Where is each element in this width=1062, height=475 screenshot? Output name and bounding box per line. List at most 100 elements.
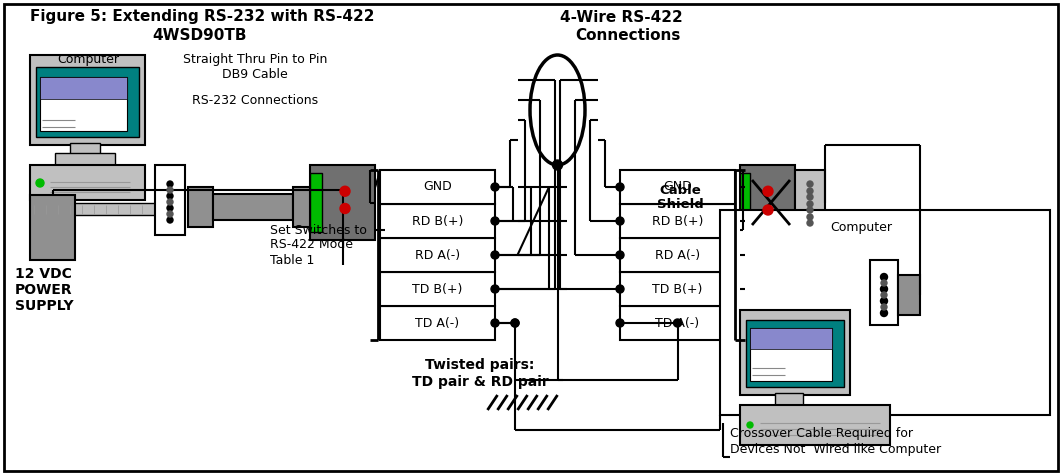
Bar xyxy=(775,393,803,405)
Text: 4WSD90TB: 4WSD90TB xyxy=(153,28,247,42)
Circle shape xyxy=(616,183,624,191)
Bar xyxy=(740,310,850,395)
Circle shape xyxy=(880,285,888,293)
Bar xyxy=(188,187,213,227)
Circle shape xyxy=(491,285,499,293)
Text: RD B(+): RD B(+) xyxy=(652,215,703,228)
Bar xyxy=(750,328,832,349)
Bar xyxy=(740,173,750,232)
Bar xyxy=(155,165,185,235)
Bar xyxy=(310,165,375,240)
Bar xyxy=(293,187,318,227)
Circle shape xyxy=(491,183,499,191)
Bar xyxy=(740,405,890,445)
Bar xyxy=(30,55,145,145)
Circle shape xyxy=(807,194,813,200)
Circle shape xyxy=(881,280,887,286)
Bar xyxy=(36,67,139,137)
Bar xyxy=(740,165,795,240)
Circle shape xyxy=(552,160,563,170)
Bar xyxy=(70,143,100,155)
Bar xyxy=(620,306,735,340)
Text: Cable: Cable xyxy=(660,183,701,197)
Circle shape xyxy=(491,251,499,259)
Circle shape xyxy=(491,319,499,327)
Text: 4-Wire RS-422: 4-Wire RS-422 xyxy=(560,10,683,25)
Text: GND: GND xyxy=(663,180,691,193)
Bar xyxy=(380,204,495,238)
Circle shape xyxy=(167,181,173,187)
Circle shape xyxy=(763,205,773,215)
Circle shape xyxy=(807,214,813,220)
Circle shape xyxy=(807,188,813,194)
Text: RD A(-): RD A(-) xyxy=(415,248,460,262)
Bar xyxy=(380,306,495,340)
Circle shape xyxy=(881,304,887,310)
Bar xyxy=(40,77,127,99)
Circle shape xyxy=(881,292,887,298)
Circle shape xyxy=(167,217,173,223)
Circle shape xyxy=(167,205,173,211)
Text: TD B(+): TD B(+) xyxy=(412,283,463,295)
Circle shape xyxy=(807,207,813,213)
Text: Computer: Computer xyxy=(830,221,892,235)
Bar xyxy=(620,204,735,238)
Circle shape xyxy=(880,274,888,281)
Text: TD A(-): TD A(-) xyxy=(655,316,700,330)
Bar xyxy=(30,203,160,215)
Circle shape xyxy=(167,193,173,199)
Circle shape xyxy=(673,319,682,327)
Circle shape xyxy=(491,217,499,225)
Circle shape xyxy=(747,422,753,428)
Circle shape xyxy=(36,179,44,187)
Text: Straight Thru Pin to Pin: Straight Thru Pin to Pin xyxy=(183,54,327,67)
Circle shape xyxy=(167,187,173,193)
Text: RD A(-): RD A(-) xyxy=(655,248,700,262)
Text: Devices Not  Wired like Computer: Devices Not Wired like Computer xyxy=(730,444,941,456)
Bar xyxy=(750,328,832,381)
Bar xyxy=(380,272,495,306)
Circle shape xyxy=(880,310,888,316)
Bar xyxy=(898,275,920,315)
Bar xyxy=(55,153,115,165)
Bar xyxy=(380,238,495,272)
Bar xyxy=(380,170,495,204)
Circle shape xyxy=(511,319,519,327)
Circle shape xyxy=(763,186,773,196)
Text: TD A(-): TD A(-) xyxy=(415,316,460,330)
Circle shape xyxy=(807,201,813,207)
Text: Figure 5: Extending RS-232 with RS-422: Figure 5: Extending RS-232 with RS-422 xyxy=(30,10,375,25)
Bar xyxy=(746,320,844,387)
Bar xyxy=(795,170,825,235)
Text: Set Switches to
RS-422 Mode
Table 1: Set Switches to RS-422 Mode Table 1 xyxy=(270,224,366,266)
Circle shape xyxy=(167,211,173,217)
Circle shape xyxy=(167,199,173,205)
Text: Computer: Computer xyxy=(57,54,119,67)
Bar xyxy=(30,165,145,200)
Circle shape xyxy=(616,251,624,259)
Circle shape xyxy=(616,217,624,225)
Bar xyxy=(30,195,75,260)
Circle shape xyxy=(616,319,624,327)
Bar xyxy=(310,173,322,232)
Bar xyxy=(870,260,898,325)
Text: 12 VDC
POWER
SUPPLY: 12 VDC POWER SUPPLY xyxy=(15,267,73,313)
Circle shape xyxy=(807,220,813,226)
Text: TD B(+): TD B(+) xyxy=(652,283,703,295)
Circle shape xyxy=(880,297,888,304)
Circle shape xyxy=(511,319,519,327)
Bar xyxy=(213,194,293,220)
Bar xyxy=(620,238,735,272)
Bar xyxy=(620,170,735,204)
Circle shape xyxy=(807,181,813,187)
Bar xyxy=(620,272,735,306)
Bar xyxy=(720,210,1050,415)
Bar xyxy=(40,77,127,131)
Text: DB9 Cable: DB9 Cable xyxy=(222,68,288,82)
Circle shape xyxy=(616,285,624,293)
Text: GND: GND xyxy=(423,180,451,193)
Text: RD B(+): RD B(+) xyxy=(412,215,463,228)
Text: Twisted pairs:: Twisted pairs: xyxy=(425,358,534,372)
Text: Crossover Cable Required for: Crossover Cable Required for xyxy=(730,427,913,439)
Circle shape xyxy=(340,203,350,213)
